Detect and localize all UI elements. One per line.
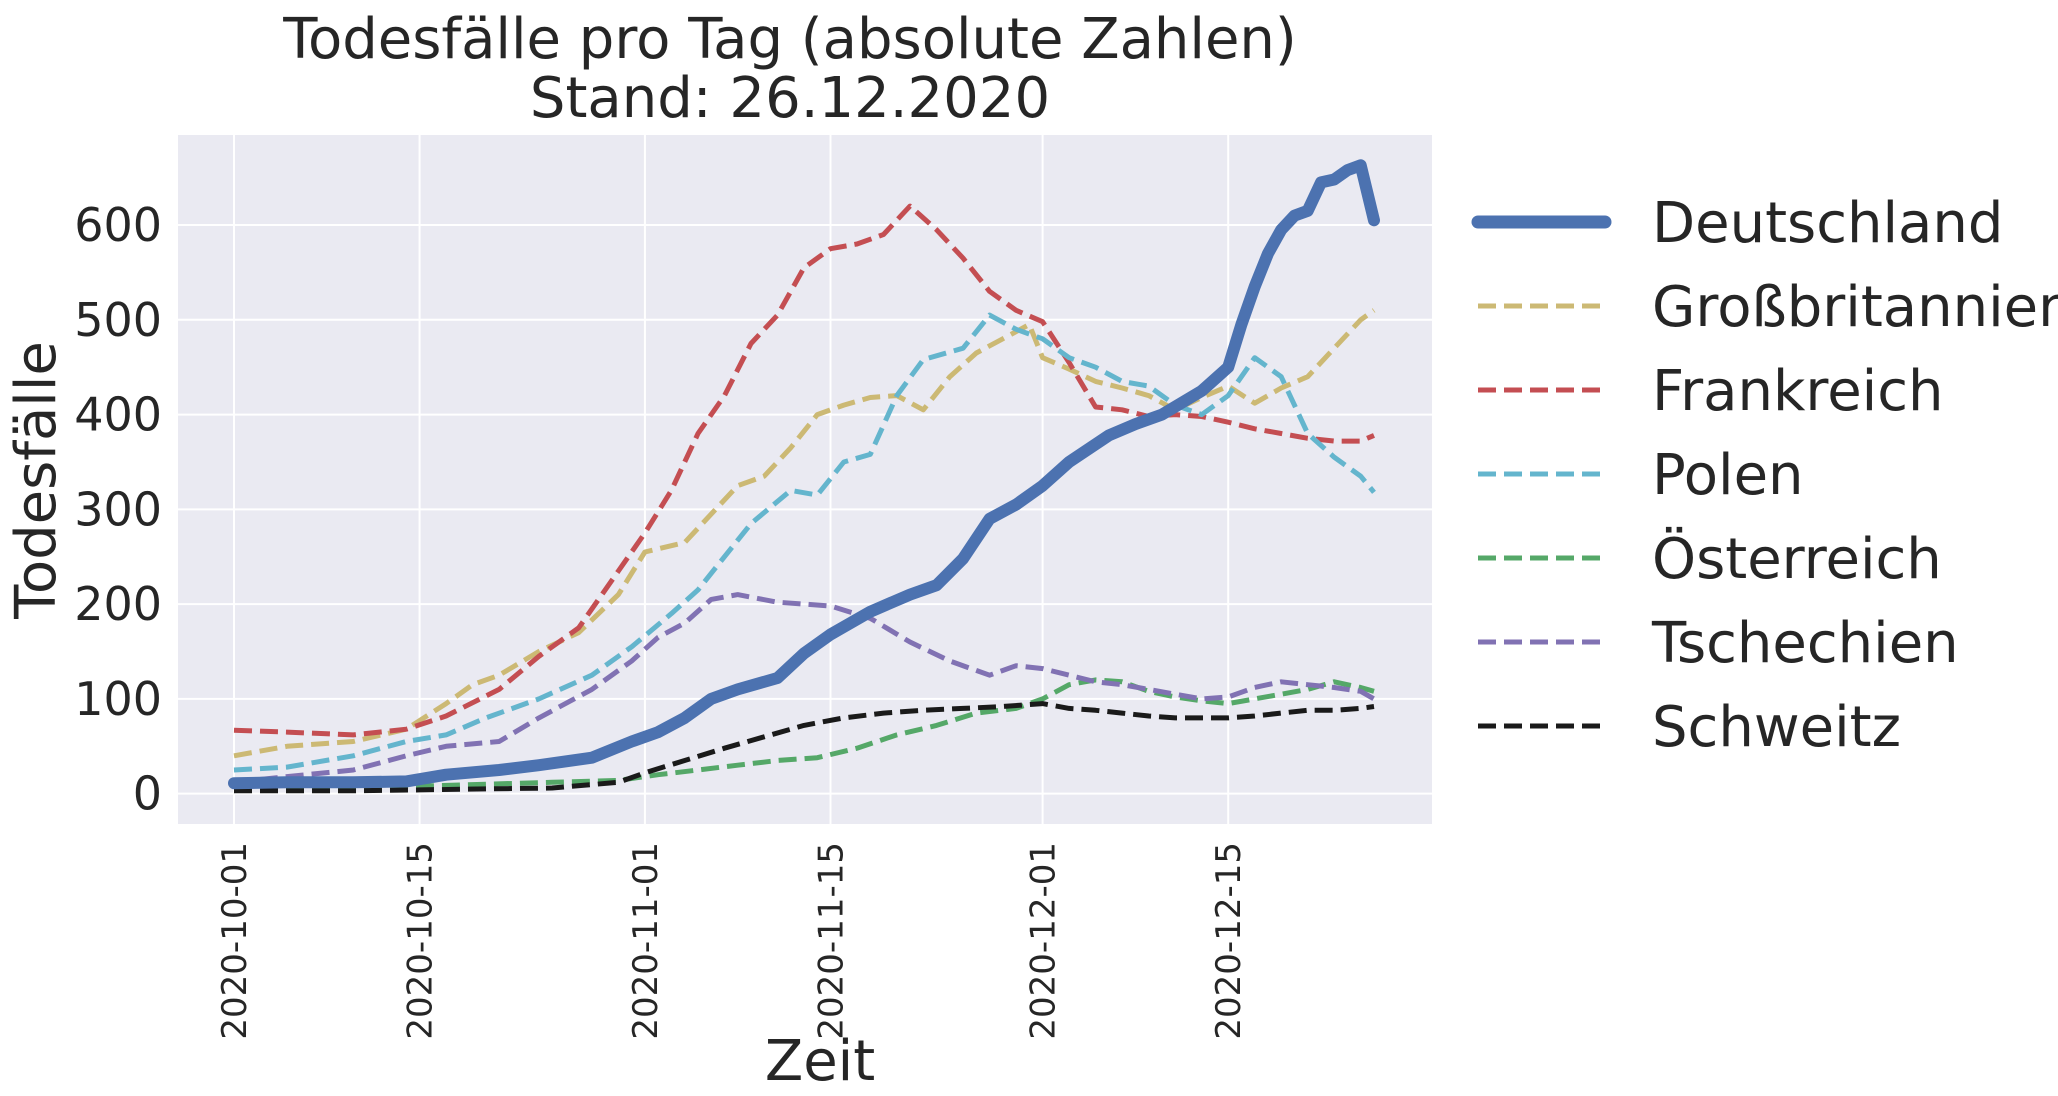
legend-label: Großbritannien bbox=[1652, 275, 2058, 340]
series-lines bbox=[228, 159, 1380, 794]
x-tick-label: 2020-10-01 bbox=[215, 842, 255, 1040]
series-line-österreich bbox=[234, 677, 1375, 792]
y-axis-ticks: 0 100 200 300 400 500 600 bbox=[74, 198, 162, 821]
x-axis-label: Zeit bbox=[765, 1029, 875, 1094]
series-line-deutschland bbox=[228, 159, 1380, 790]
x-axis-ticks: 2020-10-01 2020-10-15 2020-11-01 2020-11-15… bbox=[215, 842, 1249, 1040]
legend-label: Österreich bbox=[1652, 527, 1942, 592]
y-tick-label: 300 bbox=[74, 482, 162, 536]
y-tick-label: 200 bbox=[74, 577, 162, 631]
series-line-tschechien bbox=[233, 592, 1376, 785]
y-tick-label: 500 bbox=[74, 293, 162, 347]
x-tick-label: 2020-12-15 bbox=[1209, 842, 1249, 1040]
x-tick-label: 2020-10-15 bbox=[401, 842, 441, 1040]
series-line-polen bbox=[233, 312, 1376, 773]
legend-label: Frankreich bbox=[1652, 359, 1943, 424]
y-tick-label: 100 bbox=[74, 672, 162, 726]
legend-label: Tschechien bbox=[1651, 611, 1959, 676]
chart-title: Todesfälle pro Tag (absolute Zahlen) bbox=[282, 7, 1296, 72]
y-tick-label: 0 bbox=[133, 767, 162, 821]
chart-subtitle: Stand: 26.12.2020 bbox=[530, 66, 1050, 131]
x-tick-label: 2020-12-01 bbox=[1024, 842, 1064, 1040]
legend-label: Schweitz bbox=[1652, 695, 1901, 760]
series-line-frankreich bbox=[233, 203, 1375, 738]
y-tick-label: 400 bbox=[74, 388, 162, 442]
x-tick-label: 2020-11-15 bbox=[812, 842, 852, 1040]
plot-area bbox=[178, 135, 1432, 824]
y-axis-label: Todesfälle bbox=[4, 341, 69, 620]
legend: Deutschland Großbritannien Frankreich Polen… bbox=[1471, 191, 2058, 760]
legend-label: Polen bbox=[1652, 443, 1804, 508]
x-tick-label: 2020-11-01 bbox=[626, 842, 666, 1040]
series-line-schweitz bbox=[234, 701, 1375, 794]
y-tick-label: 600 bbox=[74, 198, 162, 252]
legend-label: Deutschland bbox=[1652, 191, 2003, 256]
